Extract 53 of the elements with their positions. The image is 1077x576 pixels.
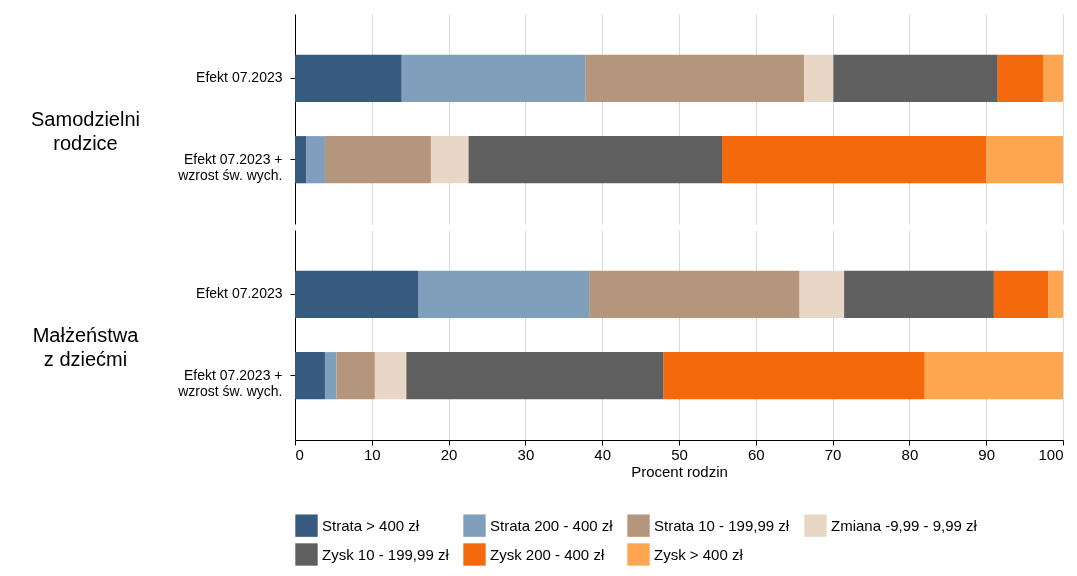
- y-tick-label: Efekt 07.2023: [196, 69, 283, 86]
- bar: [993, 270, 1049, 318]
- bar: [997, 54, 1044, 102]
- x-axis-title: Procent rodzin: [631, 462, 728, 480]
- legend-label: Strata 10 - 199,99 zł: [654, 516, 790, 534]
- bar: [585, 54, 805, 102]
- y-axis-title: Małżeństwa z dziećmi: [32, 323, 140, 370]
- legend-label: Strata > 400 zł: [322, 516, 420, 534]
- y-tick-label: Efekt 07.2023 + wzrost św. wych.: [177, 150, 283, 183]
- x-tick-label: 40: [594, 445, 612, 463]
- legend-label: Zysk 200 - 400 zł: [490, 545, 605, 563]
- bar: [295, 270, 419, 318]
- x-tick-label: 60: [747, 445, 765, 463]
- bar: [468, 136, 723, 184]
- y-tick-label: Efekt 07.2023: [196, 285, 283, 302]
- bar: [1043, 54, 1063, 102]
- bar: [589, 270, 800, 318]
- bar: [1048, 270, 1063, 318]
- bar: [418, 270, 590, 318]
- bar: [324, 352, 337, 400]
- bar: [401, 54, 586, 102]
- x-tick-label: 70: [824, 445, 842, 463]
- legend-label: Strata 200 - 400 zł: [490, 516, 614, 534]
- y-tick-label: Efekt 07.2023 + wzrost św. wych.: [177, 366, 283, 399]
- bar: [374, 352, 407, 400]
- legend-label: Zysk 10 - 199,99 zł: [322, 545, 450, 563]
- bar: [924, 352, 1063, 400]
- legend-label: Zmiana -9,99 - 9,99 zł: [831, 516, 978, 534]
- bar: [324, 136, 431, 184]
- x-tick-label: 100: [1038, 445, 1064, 463]
- bar: [306, 136, 325, 184]
- bar: [844, 270, 994, 318]
- legend-label: Zysk > 400 zł: [654, 545, 744, 563]
- bar: [833, 54, 998, 102]
- bar: [295, 54, 402, 102]
- bar: [986, 136, 1063, 184]
- x-tick-label: 0: [295, 445, 304, 463]
- bar: [295, 136, 307, 184]
- y-axis-title: Samodzielni rodzice: [31, 107, 140, 154]
- x-tick-label: 10: [363, 445, 381, 463]
- bar: [336, 352, 375, 400]
- x-tick-label: 80: [901, 445, 919, 463]
- bar: [804, 54, 834, 102]
- x-tick-label: 30: [517, 445, 535, 463]
- bar: [663, 352, 925, 400]
- bar: [295, 352, 325, 400]
- x-tick-label: 20: [440, 445, 458, 463]
- bar: [430, 136, 469, 184]
- bar: [722, 136, 987, 184]
- bar: [799, 270, 845, 318]
- x-tick-label: 50: [671, 445, 688, 463]
- x-tick-label: 90: [978, 445, 996, 463]
- bar: [406, 352, 664, 400]
